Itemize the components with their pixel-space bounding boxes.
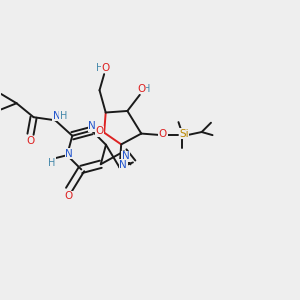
Text: O: O [102,63,110,73]
Text: N: N [65,149,73,159]
Text: H: H [48,158,55,168]
Text: H: H [95,63,103,73]
Text: N: N [88,121,96,131]
Text: N: N [122,151,129,161]
Text: O: O [26,136,34,146]
Text: O: O [65,191,73,201]
Text: N: N [119,160,127,170]
Text: Si: Si [179,129,189,139]
Text: O: O [159,129,167,139]
Text: H: H [60,111,67,121]
Text: O: O [95,126,103,136]
Text: N: N [53,111,61,121]
Text: H: H [143,84,150,94]
Text: O: O [137,84,146,94]
